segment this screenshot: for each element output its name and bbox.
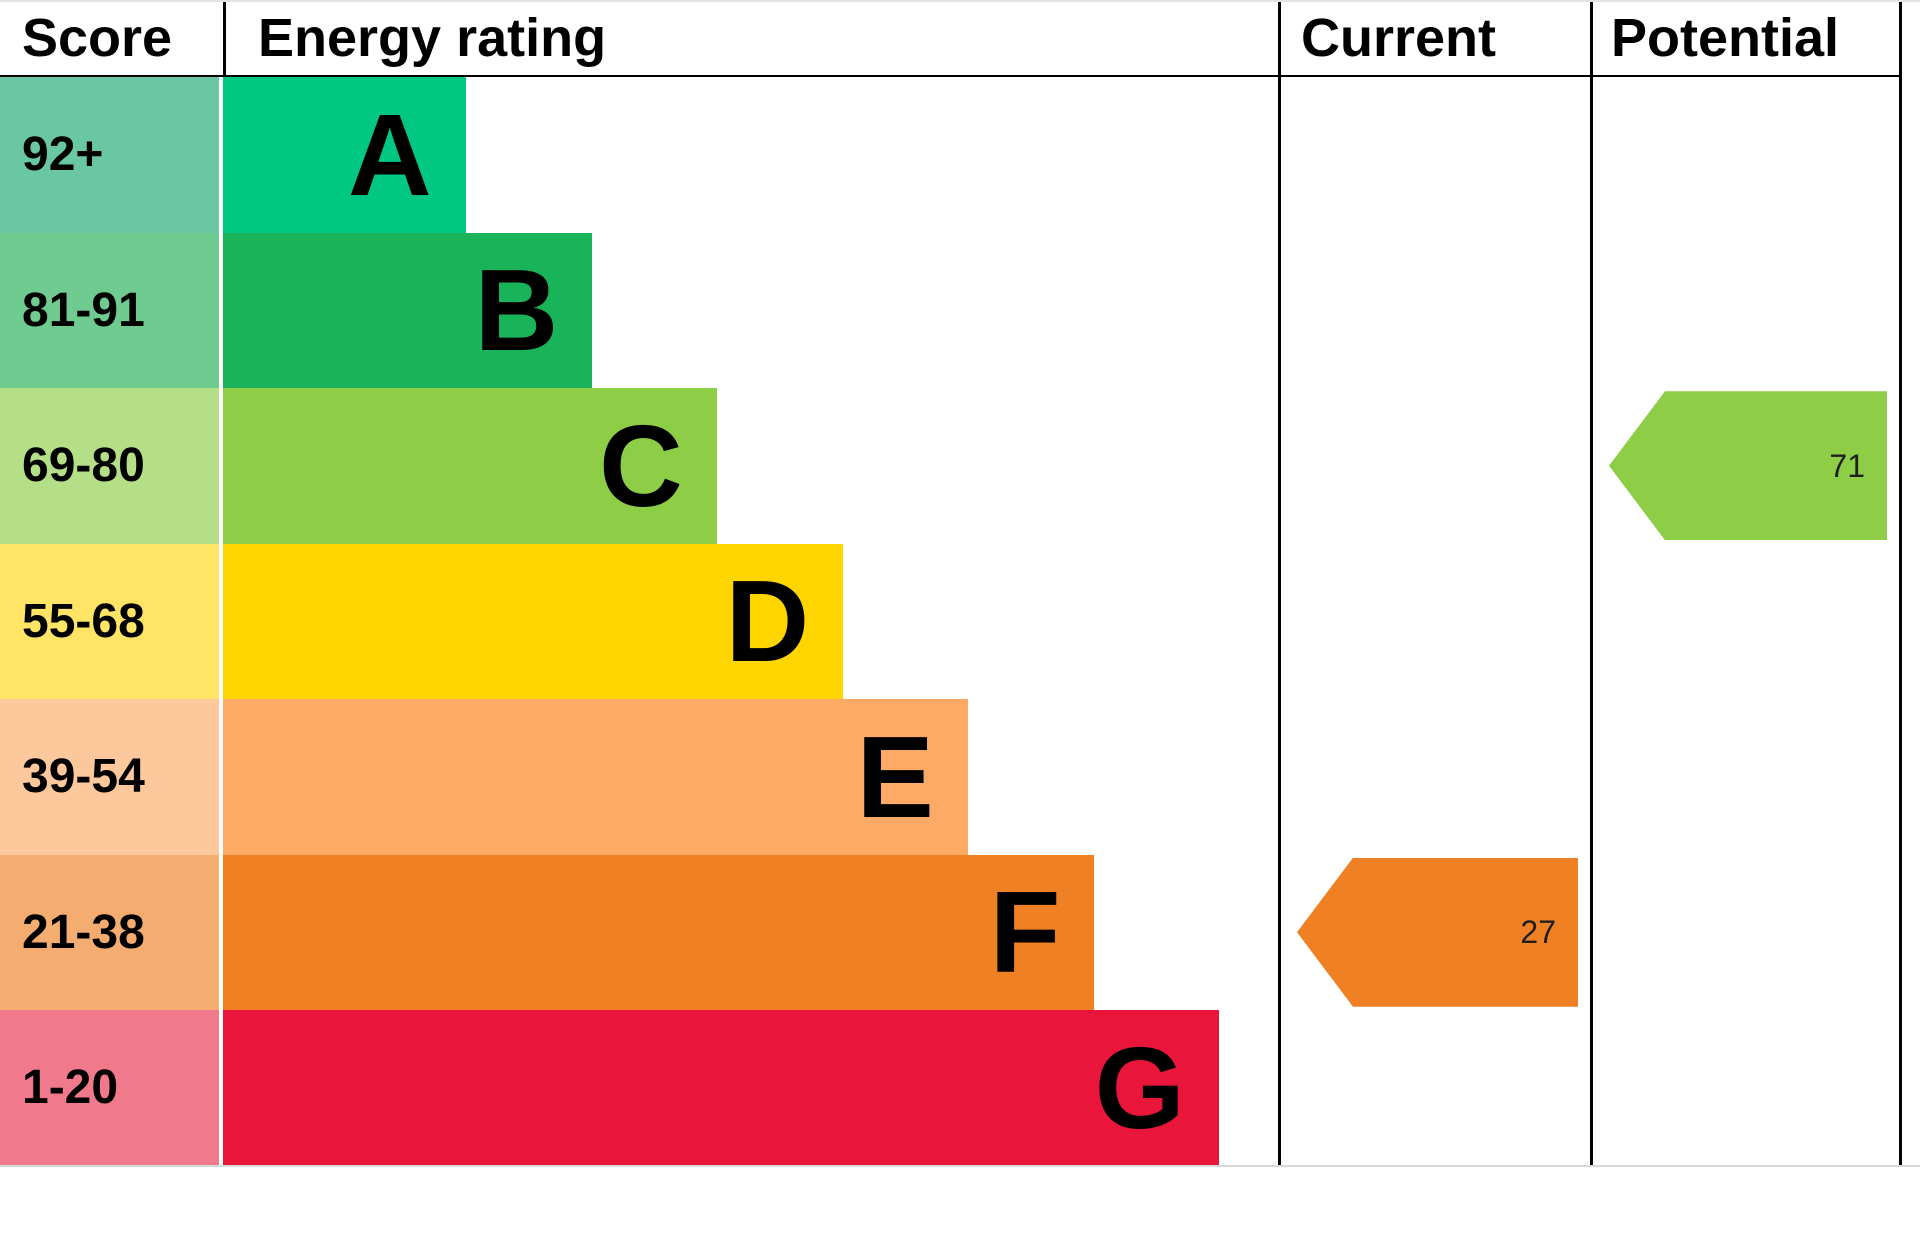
bar-area-e: E bbox=[223, 699, 1278, 855]
rating-bar-f: F bbox=[223, 854, 1095, 1010]
band-letter-e: E bbox=[856, 711, 934, 842]
potential-rating-column: 71 bbox=[1590, 77, 1902, 1166]
bar-area-d: D bbox=[223, 543, 1278, 699]
band-letter-g: G bbox=[1094, 1022, 1185, 1153]
band-row-g: 1-20 G bbox=[0, 1010, 1278, 1166]
chart-bottom-border bbox=[0, 1165, 1920, 1167]
score-range-g: 1-20 bbox=[0, 1010, 223, 1166]
header-energy-rating: Energy rating bbox=[223, 0, 1278, 75]
band-letter-d: D bbox=[725, 556, 810, 687]
band-letter-c: C bbox=[598, 400, 683, 531]
band-row-a: 92+ A bbox=[0, 77, 1278, 233]
bar-area-a: A bbox=[223, 77, 1278, 233]
band-row-f: 21-38 F bbox=[0, 854, 1278, 1010]
score-range-d: 55-68 bbox=[0, 543, 223, 699]
score-range-f: 21-38 bbox=[0, 854, 223, 1010]
rating-bar-c: C bbox=[223, 388, 717, 544]
band-row-e: 39-54 E bbox=[0, 699, 1278, 855]
epc-rating-chart: Score Energy rating Current Potential 92… bbox=[0, 0, 1902, 1166]
current-rating-column: 27 bbox=[1278, 77, 1590, 1166]
rating-bar-b: B bbox=[223, 232, 593, 388]
current-rating-value: 27 bbox=[1520, 914, 1556, 951]
bar-area-g: G bbox=[223, 1010, 1278, 1166]
score-range-e: 39-54 bbox=[0, 699, 223, 855]
bar-area-b: B bbox=[223, 232, 1278, 388]
score-range-b: 81-91 bbox=[0, 232, 223, 388]
chart-body: 92+ A 81-91 B 69-80 C 55-68 D 39-54 E 21-38 F 1-20 G … bbox=[0, 77, 1902, 1166]
rating-bar-d: D bbox=[223, 543, 844, 699]
band-letter-b: B bbox=[474, 245, 559, 376]
current-rating-arrow: 27 bbox=[1297, 857, 1578, 1007]
score-range-a: 92+ bbox=[0, 77, 223, 233]
band-row-c: 69-80 C bbox=[0, 388, 1278, 544]
rating-bar-a: A bbox=[223, 77, 466, 233]
band-letter-a: A bbox=[347, 89, 432, 220]
header-potential: Potential bbox=[1590, 0, 1902, 75]
band-row-d: 55-68 D bbox=[0, 543, 1278, 699]
chart-top-border bbox=[0, 0, 1920, 2]
band-letter-f: F bbox=[989, 867, 1061, 998]
band-rows: 92+ A 81-91 B 69-80 C 55-68 D 39-54 E 21-38 F 1-20 G bbox=[0, 77, 1278, 1166]
potential-rating-arrow: 71 bbox=[1609, 391, 1887, 541]
potential-rating-value: 71 bbox=[1829, 447, 1865, 484]
score-range-c: 69-80 bbox=[0, 388, 223, 544]
rating-bar-g: G bbox=[223, 1010, 1219, 1166]
bar-area-f: F bbox=[223, 854, 1278, 1010]
bar-area-c: C bbox=[223, 388, 1278, 544]
band-row-b: 81-91 B bbox=[0, 232, 1278, 388]
header-current: Current bbox=[1278, 0, 1590, 75]
chart-header-row: Score Energy rating Current Potential bbox=[0, 0, 1902, 77]
rating-bar-e: E bbox=[223, 699, 968, 855]
header-score: Score bbox=[22, 7, 173, 68]
